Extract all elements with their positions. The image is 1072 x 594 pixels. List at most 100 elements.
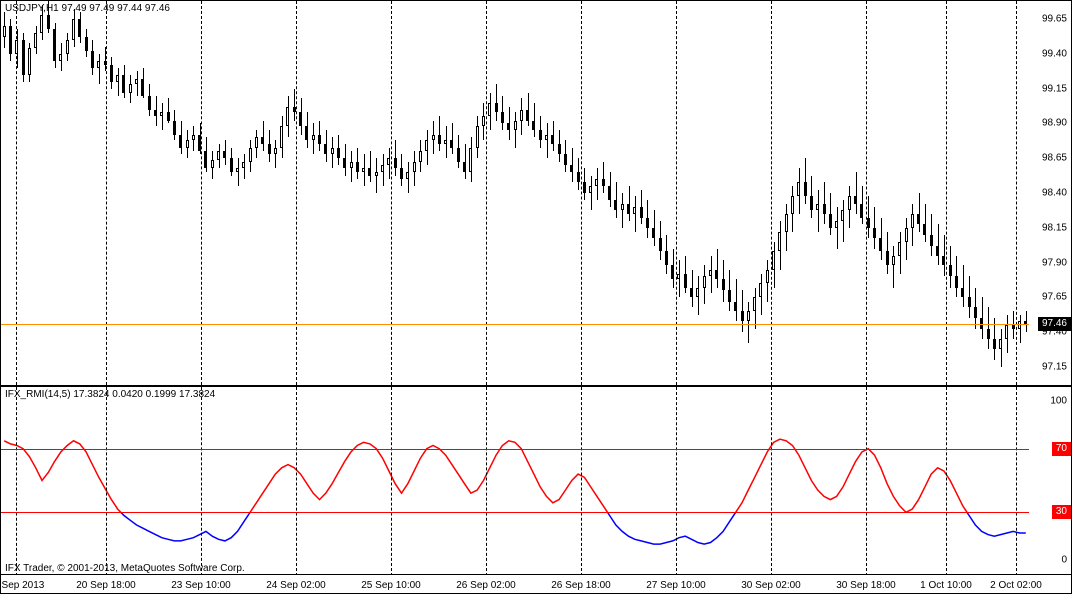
price-ytick: 99.40 [1042, 48, 1067, 59]
candle-body [400, 168, 403, 179]
candle-body [91, 51, 94, 68]
candle-body [135, 79, 138, 85]
candle-body [640, 207, 643, 218]
candle-body [621, 204, 624, 210]
candle-body [703, 276, 706, 287]
candle-body [614, 200, 617, 210]
vertical-gridline [946, 387, 947, 576]
candle-body [955, 276, 958, 287]
candle-body [192, 135, 195, 141]
time-axis-label: 26 Sep 02:00 [456, 580, 516, 591]
candle-body [797, 182, 800, 196]
candle-body [280, 126, 283, 148]
candle-body [949, 265, 952, 276]
indicator-ytick: 100 [1050, 396, 1067, 407]
candle-wick [868, 196, 869, 238]
candle-body [425, 140, 428, 151]
indicator-level-line [1, 512, 1029, 513]
candle-body [911, 214, 914, 228]
time-axis-label: 24 Sep 02:00 [266, 580, 326, 591]
time-axis-label: 20 Sep 2013 [0, 580, 44, 591]
candle-body [570, 165, 573, 172]
candle-body [362, 168, 365, 172]
candle-body [59, 54, 62, 61]
candle-body [495, 103, 498, 113]
vertical-gridline [866, 387, 867, 576]
vertical-gridline [486, 1, 487, 385]
candle-body [961, 288, 964, 298]
candle-body [823, 204, 826, 214]
candle-body [1005, 325, 1008, 339]
indicator-segment [608, 512, 736, 544]
candle-body [198, 135, 201, 152]
candle-body [432, 135, 435, 141]
candle-body [186, 140, 189, 148]
indicator-panel[interactable]: IFX_RMI(14,5) 17.3824 0.0420 0.1999 17.3… [1, 386, 1071, 576]
vertical-gridline [201, 1, 202, 385]
candle-body [936, 246, 939, 256]
candle-body [223, 151, 226, 158]
candle-body [217, 151, 220, 159]
price-panel[interactable]: USDJPY,H1 97.49 97.49 97.44 97.46 97.46 … [1, 1, 1071, 386]
candle-wick [736, 279, 737, 321]
candle-body [741, 311, 744, 321]
candle-wick [963, 265, 964, 307]
candle-wick [748, 302, 749, 344]
candle-wick [547, 123, 548, 158]
candle-body [356, 162, 359, 172]
candle-wick [162, 103, 163, 131]
candle-body [173, 121, 176, 135]
candle-wick [603, 162, 604, 193]
candle-body [892, 256, 895, 266]
candle-wick [843, 200, 844, 242]
candle-body [848, 196, 851, 210]
candle-body [558, 144, 561, 154]
candle-body [255, 137, 258, 148]
candle-body [974, 307, 977, 318]
candle-body [274, 148, 277, 154]
price-ytick: 97.15 [1042, 361, 1067, 372]
candle-wick [622, 193, 623, 228]
candle-body [564, 154, 567, 165]
candle-body [3, 26, 6, 37]
candle-body [116, 75, 119, 82]
candle-body [722, 279, 725, 290]
candle-body [9, 26, 12, 54]
candle-body [766, 270, 769, 284]
candle-body [778, 232, 781, 251]
candle-body [387, 158, 390, 165]
candle-body [923, 224, 926, 235]
indicator-level-line [1, 449, 1029, 450]
vertical-gridline [296, 1, 297, 385]
candle-body [53, 29, 56, 61]
candle-body [829, 214, 832, 228]
vertical-gridline [106, 1, 107, 385]
candle-body [476, 126, 479, 148]
candle-body [772, 251, 775, 269]
indicator-level-marker: 70 [1052, 442, 1071, 456]
candle-body [482, 116, 485, 126]
time-axis-label: 1 Oct 10:00 [920, 580, 972, 591]
indicator-segment [121, 512, 250, 541]
indicator-segment [250, 441, 607, 513]
candle-body [179, 135, 182, 149]
candle-wick [635, 196, 636, 232]
candle-body [671, 265, 674, 279]
candle-body [753, 297, 756, 311]
vertical-gridline [16, 387, 17, 576]
candle-body [122, 75, 125, 93]
candle-body [539, 130, 542, 140]
candle-body [312, 135, 315, 141]
candle-body [28, 48, 31, 74]
candle-body [886, 251, 889, 265]
candle-body [734, 302, 737, 312]
vertical-gridline [771, 387, 772, 576]
candle-body [595, 179, 598, 186]
candle-body [242, 162, 245, 168]
candle-body [413, 162, 416, 172]
candle-body [696, 288, 699, 298]
candle-body [860, 204, 863, 218]
candle-wick [824, 182, 825, 224]
candle-wick [370, 151, 371, 182]
candle-body [987, 329, 990, 339]
